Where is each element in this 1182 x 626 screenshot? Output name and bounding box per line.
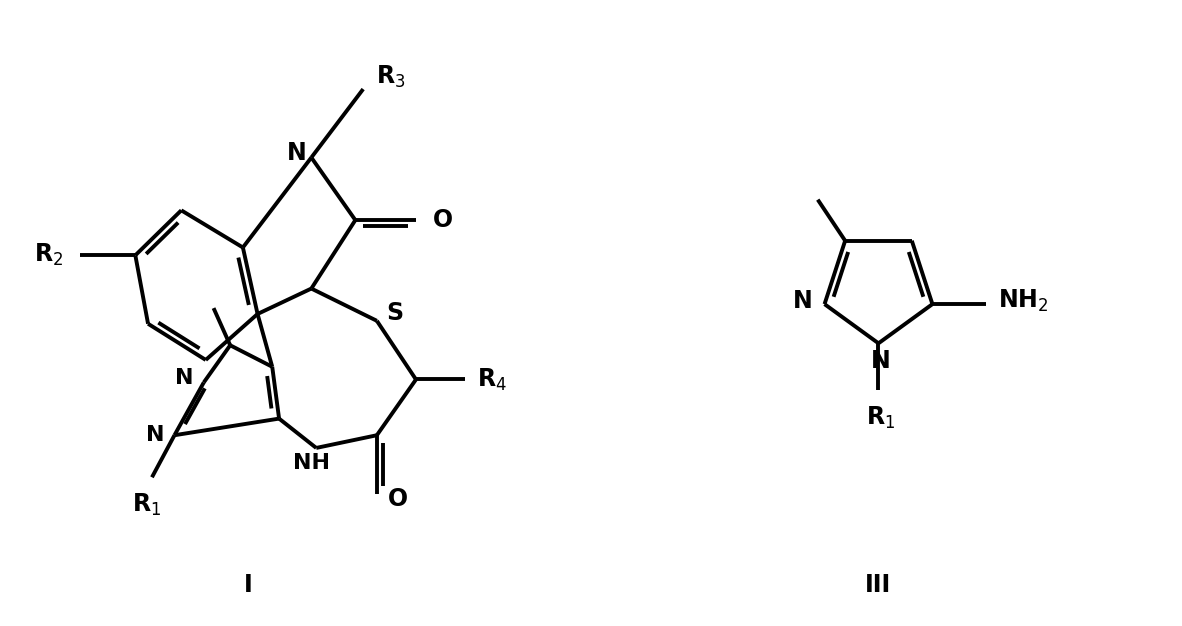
Text: R$_3$: R$_3$ [376,64,405,90]
Text: III: III [865,573,891,597]
Text: NH: NH [293,453,330,473]
Text: R$_4$: R$_4$ [478,366,507,393]
Text: O: O [389,487,409,511]
Text: S: S [385,301,403,325]
Text: I: I [243,573,252,597]
Text: N: N [287,141,306,165]
Text: O: O [434,208,454,232]
Text: R$_1$: R$_1$ [865,404,895,431]
Text: NH$_2$: NH$_2$ [999,288,1048,314]
Text: N: N [175,367,194,387]
Text: R$_1$: R$_1$ [132,491,162,518]
Text: R$_2$: R$_2$ [33,242,63,269]
Text: N: N [871,349,890,373]
Text: N: N [145,425,164,445]
Text: N: N [793,289,813,313]
